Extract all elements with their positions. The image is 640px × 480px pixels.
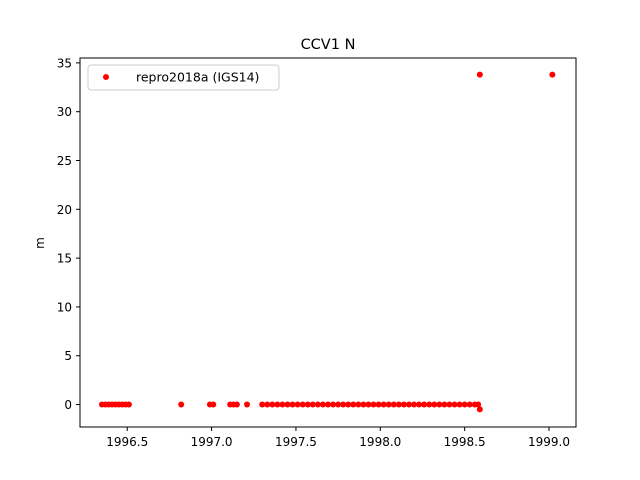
data-point (355, 401, 362, 408)
data-point (319, 401, 326, 408)
data-point (426, 401, 433, 408)
x-tick-label: 1998.0 (359, 435, 401, 449)
data-point (274, 401, 281, 408)
data-point (304, 401, 311, 408)
y-tick-label: 15 (57, 252, 72, 266)
data-point (456, 401, 463, 408)
data-point (314, 401, 321, 408)
data-point (269, 401, 276, 408)
chart-title: CCV1 N (301, 37, 356, 53)
data-point (549, 71, 556, 78)
data-point (416, 401, 423, 408)
x-tick-label: 1997.5 (275, 435, 317, 449)
data-point (466, 401, 473, 408)
data-point (476, 406, 483, 413)
y-tick-label: 20 (57, 203, 72, 217)
axes-frame (79, 57, 577, 428)
plot-area: 1996.5 1997.0 1997.5 1998.0 1998.5 1999.0 0 5 10… (57, 56, 577, 449)
data-point (279, 401, 286, 408)
y-tick-label: 0 (64, 398, 72, 412)
data-point (330, 401, 337, 408)
data-point (325, 401, 331, 408)
data-point (233, 401, 240, 408)
data-point (476, 71, 483, 78)
data-point (461, 401, 468, 408)
data-point (380, 401, 387, 408)
data-point (400, 401, 407, 408)
data-point (390, 401, 397, 408)
data-point (431, 401, 438, 408)
data-point (375, 401, 382, 408)
data-point (421, 401, 428, 408)
y-axis-label: m (33, 237, 47, 249)
data-point (395, 401, 402, 408)
data-point (350, 401, 357, 408)
legend-box (87, 64, 280, 91)
data-point (411, 401, 418, 408)
data-point (405, 401, 412, 408)
data-point (446, 401, 453, 408)
y-tick-label: 25 (57, 154, 72, 168)
data-point (264, 401, 271, 408)
data-point (125, 401, 132, 408)
data-point (370, 401, 377, 408)
data-point (284, 401, 291, 408)
data-point (441, 401, 448, 408)
data-point (475, 401, 482, 408)
y-tick-label: 35 (57, 56, 72, 70)
x-tick-label: 1999.0 (528, 435, 570, 449)
data-point (289, 401, 296, 408)
data-point (178, 401, 185, 408)
x-tick-label: 1997.0 (191, 435, 233, 449)
data-point (365, 401, 372, 408)
data-point (436, 401, 443, 408)
data-point (335, 401, 342, 408)
data-point (294, 401, 301, 408)
data-point (451, 401, 458, 408)
data-point (340, 401, 347, 408)
x-tick-label: 1998.5 (444, 435, 486, 449)
data-point (385, 401, 392, 408)
data-point (244, 401, 251, 408)
y-tick-label: 10 (57, 300, 72, 314)
data-point (259, 401, 266, 408)
data-point (309, 401, 316, 408)
legend-entry-label: repro2018a (IGS14) (136, 70, 259, 85)
legend: repro2018a (IGS14) (87, 64, 280, 91)
data-point (345, 401, 352, 408)
legend-marker (103, 74, 109, 80)
data-point (360, 401, 367, 408)
data-point (299, 401, 306, 408)
x-tick-label: 1996.5 (106, 435, 148, 449)
y-tick-label: 30 (57, 105, 72, 119)
data-point (210, 401, 217, 408)
y-tick-label: 5 (64, 349, 72, 363)
